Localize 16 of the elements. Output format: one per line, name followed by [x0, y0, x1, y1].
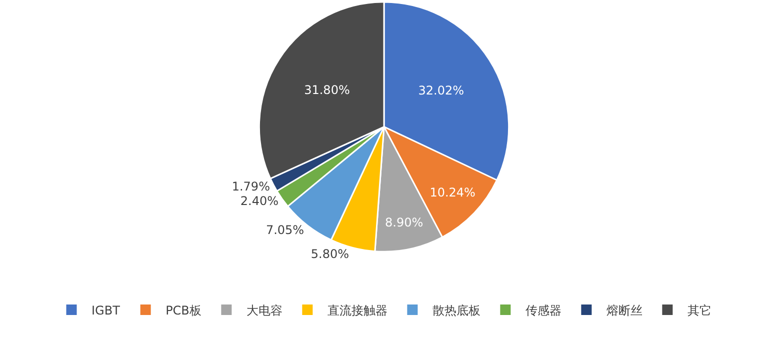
legend-label: IGBT	[92, 303, 121, 318]
legend-label: PCB板	[166, 303, 202, 318]
legend-label: 散热底板	[432, 303, 480, 318]
legend-label: 直流接触器	[327, 303, 388, 318]
legend-label: 大电容	[246, 303, 282, 318]
data-label: 2.40%	[240, 194, 279, 208]
data-label: 8.90%	[385, 216, 424, 230]
legend-label: 其它	[687, 303, 712, 318]
data-label: 5.80%	[310, 247, 349, 262]
data-label: 32.02%	[418, 84, 464, 98]
data-label: 7.05%	[266, 222, 304, 237]
data-label: 10.24%	[430, 185, 476, 200]
data-label: 31.80%	[304, 83, 350, 98]
data-label: 1.79%	[232, 179, 270, 194]
legend-label: 传感器	[525, 303, 562, 318]
legend-label: 熔断丝	[606, 303, 642, 318]
